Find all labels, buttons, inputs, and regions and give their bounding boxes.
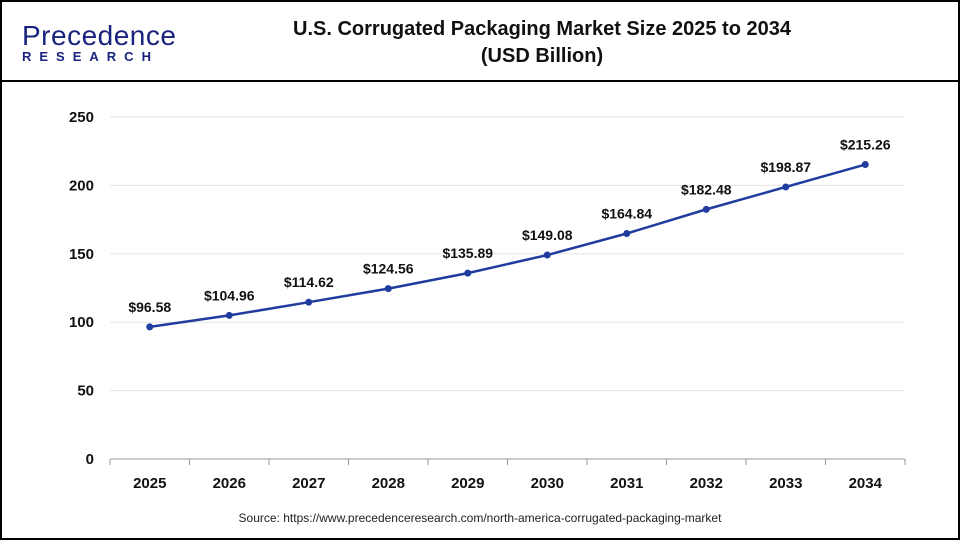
y-tick-label: 100 <box>69 314 94 331</box>
y-tick-label: 200 <box>69 177 94 194</box>
series-line <box>149 163 866 329</box>
title-line2: (USD Billion) <box>480 45 604 67</box>
precedence-research-logo: Precedence RESEARCH <box>18 20 176 64</box>
x-tick-label: 2032 <box>690 475 723 492</box>
title-line1: U.S. Corrugated Packaging Market Size 20… <box>293 18 791 40</box>
y-tick-label: 150 <box>69 246 94 263</box>
data-label: $198.87 <box>760 159 811 175</box>
data-point <box>782 183 790 191</box>
y-tick-label: 50 <box>77 383 94 400</box>
data-label: $104.96 <box>204 287 255 303</box>
data-point <box>464 269 472 277</box>
data-label: $124.56 <box>363 261 414 277</box>
x-tick-label: 2031 <box>610 475 643 492</box>
x-tick-label: 2029 <box>451 475 484 492</box>
data-point <box>384 285 392 293</box>
x-tick-label: 2028 <box>372 475 405 492</box>
data-point <box>225 311 233 319</box>
source-note: Source: https://www.precedenceresearch.c… <box>238 511 722 525</box>
data-label: $149.08 <box>522 227 573 243</box>
data-label: $114.62 <box>284 274 334 290</box>
chart-title: U.S. Corrugated Packaging Market Size 20… <box>222 16 862 70</box>
data-point <box>543 251 551 259</box>
y-tick-label: 250 <box>69 109 94 126</box>
x-tick-label: 2033 <box>769 475 802 492</box>
data-label: $96.58 <box>128 299 171 315</box>
logo-line1: Precedence <box>22 20 177 51</box>
logo-line2: RESEARCH <box>22 49 159 64</box>
header: Precedence RESEARCH U.S. Corrugated Pack… <box>2 2 958 82</box>
x-tick-label: 2034 <box>849 475 883 492</box>
x-tick-label: 2030 <box>531 475 564 492</box>
data-label: $182.48 <box>681 181 732 197</box>
x-tick-label: 2025 <box>133 475 166 492</box>
data-point <box>861 161 869 169</box>
data-label: $164.84 <box>601 205 652 221</box>
y-tick-label: 0 <box>86 451 94 468</box>
data-point <box>623 229 631 237</box>
data-point <box>702 205 710 213</box>
x-tick-label: 2026 <box>213 475 246 492</box>
data-label: $135.89 <box>442 245 493 261</box>
data-point <box>146 323 154 331</box>
data-point <box>305 298 313 306</box>
x-tick-label: 2027 <box>292 475 325 492</box>
data-label: $215.26 <box>840 137 891 153</box>
